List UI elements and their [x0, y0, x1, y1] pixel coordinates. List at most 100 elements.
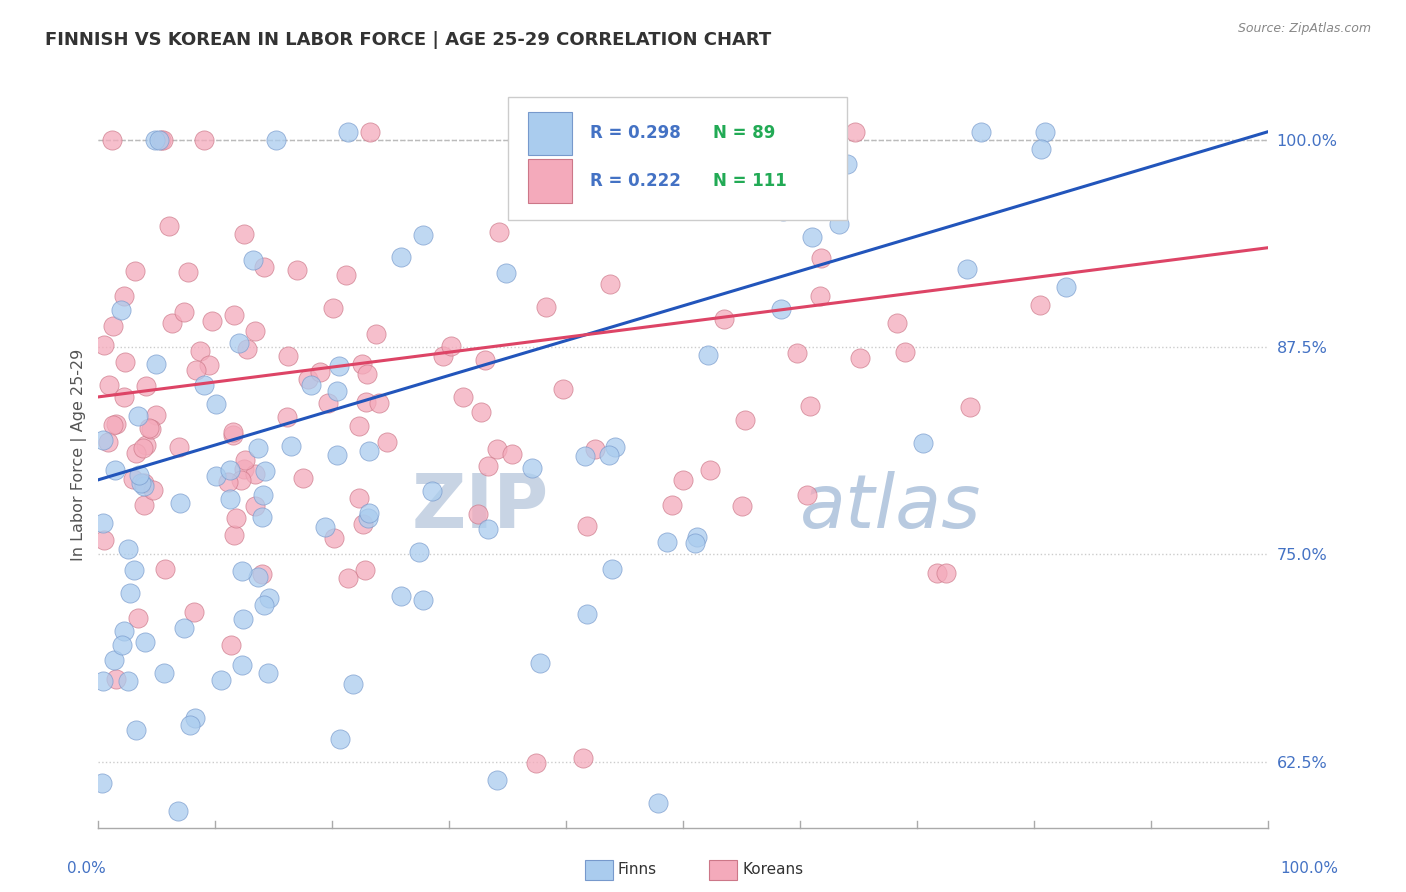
Point — [357, 511, 380, 525]
Point — [501, 447, 523, 461]
Text: ZIP: ZIP — [412, 471, 548, 543]
Point — [699, 463, 721, 477]
Point — [786, 346, 808, 360]
Point — [849, 351, 872, 365]
Point — [188, 344, 211, 359]
Point — [1029, 298, 1052, 312]
Point — [335, 268, 357, 283]
Point — [672, 473, 695, 487]
Point — [117, 541, 139, 556]
Point — [257, 591, 280, 606]
Point — [350, 357, 373, 371]
Point — [103, 653, 125, 667]
Point — [309, 365, 332, 379]
Point — [162, 316, 184, 330]
Point — [209, 673, 232, 687]
Point — [583, 442, 606, 457]
Point — [257, 666, 280, 681]
Point — [959, 400, 981, 414]
Text: 0.0%: 0.0% — [67, 862, 107, 876]
Point — [412, 592, 434, 607]
Point — [598, 448, 620, 462]
Point — [893, 345, 915, 359]
Point — [183, 605, 205, 619]
Point — [91, 516, 114, 530]
Point — [201, 314, 224, 328]
Point — [166, 805, 188, 819]
Point — [139, 421, 162, 435]
Point — [232, 462, 254, 476]
Point — [697, 347, 720, 361]
Point — [571, 751, 593, 765]
Point — [132, 441, 155, 455]
Point — [222, 427, 245, 442]
Point — [142, 483, 165, 497]
Text: atlas: atlas — [800, 471, 981, 543]
Point — [495, 266, 517, 280]
Point — [127, 409, 149, 424]
Point — [150, 133, 173, 147]
Point — [135, 379, 157, 393]
Point — [600, 562, 623, 576]
Text: N = 111: N = 111 — [713, 172, 786, 190]
Point — [104, 463, 127, 477]
Point — [488, 225, 510, 239]
Point — [734, 413, 756, 427]
Point — [467, 507, 489, 521]
Point — [132, 478, 155, 492]
Point — [328, 359, 350, 373]
Point — [173, 622, 195, 636]
Point — [364, 326, 387, 341]
Point — [596, 169, 619, 184]
Point — [325, 384, 347, 398]
Bar — [527, 160, 572, 202]
Point — [222, 425, 245, 439]
Point — [222, 309, 245, 323]
Point — [357, 444, 380, 458]
Point — [232, 227, 254, 241]
Point — [93, 337, 115, 351]
Point — [769, 301, 792, 316]
Point — [801, 229, 824, 244]
Point — [810, 251, 832, 265]
Point — [1054, 280, 1077, 294]
Point — [609, 133, 631, 147]
Point — [529, 656, 551, 670]
Point — [111, 638, 134, 652]
Point — [314, 520, 336, 534]
Point — [128, 467, 150, 482]
Point — [661, 498, 683, 512]
Point — [575, 519, 598, 533]
Point — [347, 418, 370, 433]
Point — [97, 434, 120, 449]
Point — [266, 133, 288, 147]
Point — [236, 342, 259, 356]
FancyBboxPatch shape — [508, 97, 846, 220]
Point — [453, 390, 475, 404]
Point — [177, 264, 200, 278]
Point — [219, 492, 242, 507]
Point — [143, 133, 166, 147]
Point — [474, 353, 496, 368]
Point — [105, 417, 128, 432]
Point — [603, 440, 626, 454]
Point — [232, 612, 254, 626]
Point — [246, 441, 269, 455]
Point — [322, 301, 344, 315]
Point — [101, 417, 124, 432]
Point — [127, 611, 149, 625]
Point — [217, 475, 239, 490]
Point — [297, 372, 319, 386]
Y-axis label: In Labor Force | Age 25-29: In Labor Force | Age 25-29 — [72, 349, 87, 561]
Point — [91, 775, 114, 789]
Point — [122, 472, 145, 486]
Point — [1033, 125, 1056, 139]
Point — [810, 289, 832, 303]
Point — [470, 405, 492, 419]
Point — [252, 260, 274, 274]
Point — [250, 566, 273, 581]
Point — [233, 453, 256, 467]
Point — [183, 711, 205, 725]
Point — [713, 311, 735, 326]
Point — [336, 125, 359, 139]
